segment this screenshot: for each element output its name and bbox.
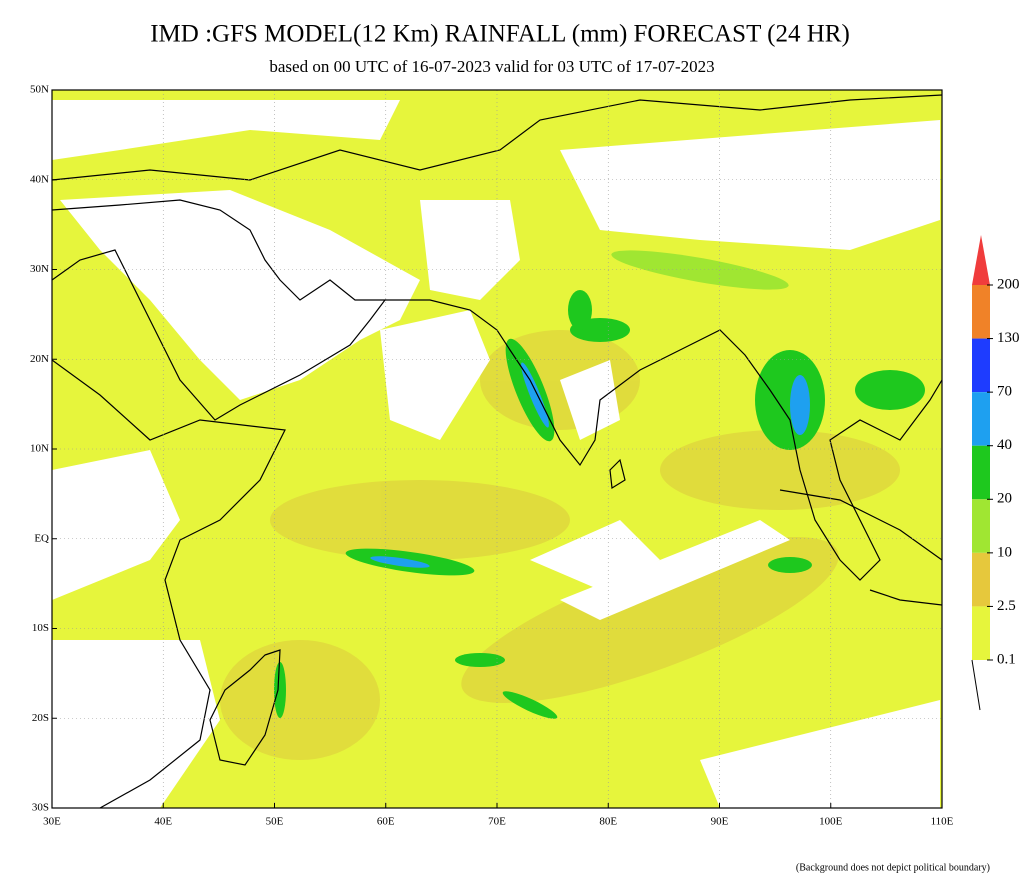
moderate-rain [220,330,900,760]
lat-label: 50N [30,84,49,96]
coastlines [52,94,942,808]
legend-swatch [972,552,990,607]
legend-label: 20 [997,491,1012,507]
lat-label: 30S [32,802,49,814]
footnote: (Background does not depict political bo… [796,862,990,873]
lon-label: 110E [931,816,954,828]
legend-arrow [972,235,990,285]
legend: 200 130 70 40 20 10 2.5 0.1 [971,235,1020,711]
legend-label: 2.5 [997,598,1016,614]
lat-label: 10S [32,622,49,634]
graticule [52,90,942,808]
lat-label: 30N [30,263,49,275]
legend-label: 130 [997,330,1020,346]
legend-swatch [972,285,990,339]
lon-label: 60E [377,816,395,828]
heavy-rain [274,250,925,719]
lat-label: 10N [30,443,49,455]
legend-swatch [972,445,990,500]
legend-swatch [972,606,990,660]
legend-swatch [972,499,990,553]
legend-tail [971,659,981,711]
legend-swatch [972,392,990,446]
lon-label: 80E [599,816,617,828]
lat-label: EQ [34,532,49,544]
lon-label: 30E [43,816,61,828]
legend-label: 0.1 [997,651,1016,667]
legend-swatch [972,338,990,393]
lon-label: 70E [488,816,506,828]
axis-labels: 50N 40N 30N 20N 10N EQ 10S 20S 30S 30E 40E 50E 60E 70… [30,84,954,828]
lat-label: 20S [32,712,49,724]
lon-label: 40E [154,816,172,828]
lon-label: 100E [819,816,843,828]
legend-label: 70 [997,384,1012,400]
subtitle: based on 00 UTC of 16-07-2023 valid for … [269,57,714,76]
lat-label: 40N [30,173,49,185]
lat-label: 20N [30,353,49,365]
lon-label: 90E [711,816,729,828]
no-rain [52,100,940,808]
legend-label: 40 [997,437,1012,453]
legend-label: 10 [997,544,1012,560]
map: 50N 40N 30N 20N 10N EQ 10S 20S 30S 30E 40E 50E 60E 70… [30,84,954,828]
legend-label: 200 [997,276,1020,292]
title: IMD :GFS MODEL(12 Km) RAINFALL (mm) FORE… [150,21,850,48]
lon-label: 50E [266,816,284,828]
